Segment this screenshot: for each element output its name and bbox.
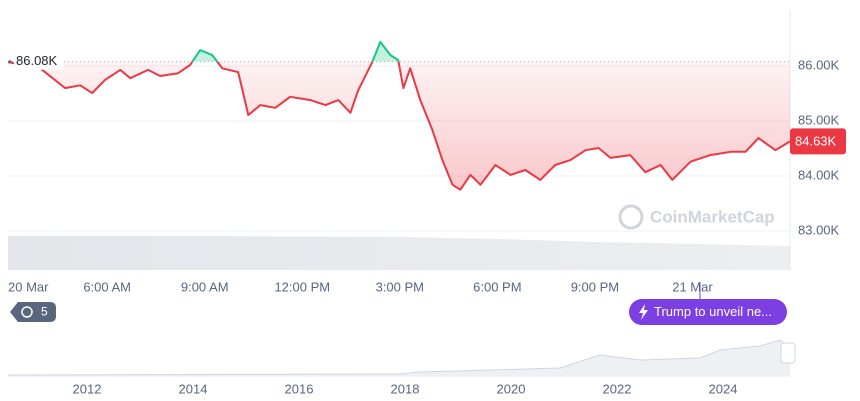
news-pill[interactable]: Trump to unveil ne... [629, 299, 787, 325]
x-tick-label: 12:00 PM [274, 279, 330, 294]
watermark: CoinMarketCap [618, 204, 775, 230]
y-tick-label: 84.00K [798, 167, 840, 182]
x-tick-label: 6:00 PM [473, 279, 521, 294]
y-tick-label: 83.00K [798, 222, 840, 237]
last-price-badge [790, 128, 846, 155]
area-below [8, 61, 790, 190]
reference-label-bg [14, 53, 64, 70]
navigator-year: 2024 [709, 381, 738, 396]
area-above [192, 41, 399, 62]
navigator-year: 2016 [285, 381, 314, 396]
x-tick-label: 9:00 AM [181, 279, 229, 294]
events-count: 5 [41, 305, 48, 319]
x-tick-label: 3:00 PM [376, 279, 424, 294]
volume-area [8, 236, 790, 270]
price-line [7, 61, 791, 191]
navigator-year: 2014 [179, 381, 208, 396]
last-price-label: 84.63K [795, 133, 837, 148]
x-tick-label: 6:00 AM [83, 279, 131, 294]
x-tick-label: 20 Mar [8, 279, 49, 294]
reference-dot [8, 60, 12, 64]
navigator-year: 2022 [603, 381, 632, 396]
navigator [7, 339, 796, 377]
x-tick-label: 9:00 PM [571, 279, 619, 294]
events-badge[interactable]: 5 [10, 302, 56, 322]
y-tick-label: 85.00K [798, 112, 840, 127]
navigator-year: 2020 [497, 381, 526, 396]
navigator-year: 2018 [391, 381, 420, 396]
x-tick-label: 21 Mar [672, 279, 713, 294]
watermark-text: CoinMarketCap [650, 207, 775, 226]
y-tick-label: 86.00K [798, 58, 840, 73]
news-text: Trump to unveil ne... [654, 304, 772, 319]
navigator-year: 2012 [73, 381, 102, 396]
reference-label: 86.08K [16, 53, 58, 68]
